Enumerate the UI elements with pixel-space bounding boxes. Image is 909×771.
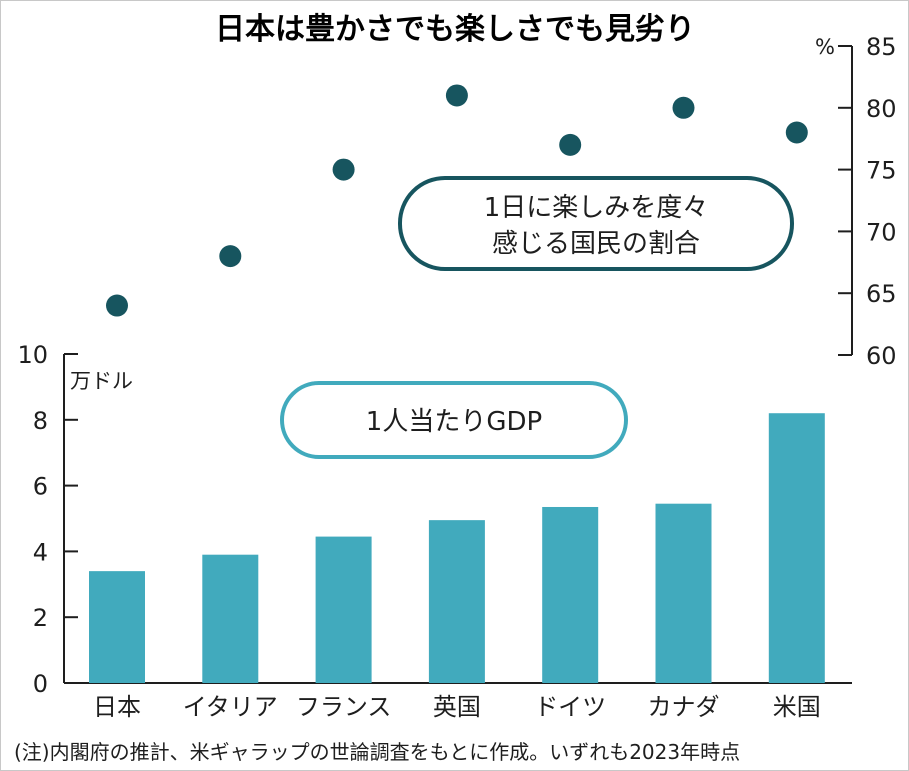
- dot-米国: [785, 121, 808, 144]
- bar-series-label: 1人当たりGDP: [366, 407, 542, 437]
- left-axis-tick-label: 4: [33, 538, 48, 566]
- dot-series-label-line-1: 1日に楽しみを度々: [484, 193, 709, 223]
- bar-日本: [89, 571, 145, 683]
- bar-米国: [768, 413, 825, 683]
- left-axis-unit: 万ドル: [70, 369, 133, 393]
- left-axis-tick-label: 0: [33, 670, 48, 698]
- bar-series-label-box: [280, 381, 628, 459]
- source-note: (注)内閣府の推計、米ギャラップの世論調査をもとに作成。いずれも2023年時点: [14, 740, 740, 764]
- right-axis: 60 65 70 75 80 85: [838, 33, 897, 370]
- category-label: フランス: [296, 693, 392, 721]
- bar-フランス: [315, 536, 372, 683]
- category-label: ドイツ: [534, 693, 606, 721]
- bar-ドイツ: [542, 506, 599, 683]
- category-label: カナダ: [648, 693, 720, 721]
- category-label: 英国: [433, 693, 481, 721]
- left-axis: 0 2 4 6 8 10: [17, 341, 852, 698]
- category-labels: 日本 イタリア フランス 英国 ドイツ カナダ 米国: [93, 693, 821, 721]
- right-axis-tick-label: 80: [866, 95, 897, 123]
- bar-イタリア: [202, 554, 259, 683]
- right-axis-unit: %: [815, 35, 835, 59]
- dot-フランス: [332, 158, 355, 181]
- left-axis-tick-label: 8: [33, 407, 48, 435]
- right-axis-tick-label: 70: [866, 218, 897, 246]
- dot-series-label-box: [398, 176, 794, 271]
- bar-英国: [428, 520, 485, 683]
- right-axis-tick-label: 85: [866, 33, 897, 61]
- left-axis-tick-label: 10: [17, 341, 48, 369]
- right-axis-tick-label: 60: [866, 342, 897, 370]
- bar-series: [89, 413, 825, 683]
- left-axis-tick-label: 6: [33, 473, 48, 501]
- dot-series: [106, 84, 808, 317]
- bar-カナダ: [655, 503, 712, 683]
- right-axis-tick-label: 65: [866, 280, 897, 308]
- left-axis-tick-label: 2: [33, 604, 48, 632]
- dot-日本: [106, 294, 128, 317]
- category-label: 日本: [93, 693, 141, 721]
- dot-イタリア: [219, 245, 242, 268]
- category-label: イタリア: [183, 693, 278, 721]
- dot-カナダ: [672, 96, 695, 119]
- dot-ドイツ: [559, 133, 582, 156]
- right-axis-tick-label: 75: [866, 157, 897, 185]
- category-label: 米国: [773, 693, 821, 721]
- dot-英国: [445, 84, 468, 107]
- chart-title: 日本は豊かさでも楽しさでも見劣り: [215, 12, 695, 47]
- dot-series-label-line-2: 感じる国民の割合: [492, 229, 700, 259]
